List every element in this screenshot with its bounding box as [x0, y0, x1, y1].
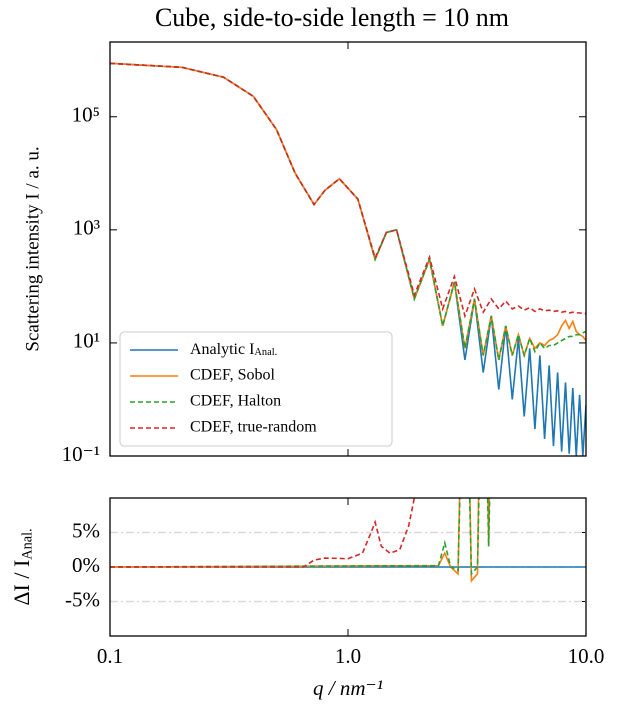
y-tick-label: 0%: [72, 553, 100, 577]
y-axis-label: ΔI / IAnal.: [9, 528, 36, 605]
legend: Analytic IAnal. CDEF, Sobol CDEF, Halton CD…: [119, 331, 393, 447]
legend-label: CDEF, Halton: [190, 393, 281, 410]
y-tick-label: 5%: [72, 518, 100, 542]
x-tick-label: 10.0: [568, 644, 605, 668]
y-tick-label: 10⁻¹: [62, 442, 100, 466]
legend-label: CDEF, Sobol: [190, 367, 276, 384]
y-tick-label: 10⁵: [72, 103, 100, 127]
series-line: [110, 62, 586, 319]
y-tick-label: 10³: [73, 216, 100, 240]
legend-box: [119, 331, 393, 447]
plot-area: [110, 62, 586, 456]
chart-title: Cube, side-to-side length = 10 nm: [155, 3, 509, 32]
series-line: [110, 498, 416, 568]
x-tick-label: 0.1: [97, 644, 123, 668]
series-line: [110, 498, 491, 576]
plot-frame: [109, 497, 587, 637]
legend-label: Analytic IAnal.: [190, 341, 277, 359]
series-line: [110, 62, 586, 361]
y-axis-label: Scattering intensity I / a. u.: [22, 146, 43, 351]
y-tick-label: 10¹: [73, 329, 100, 353]
series-line: [110, 498, 491, 583]
x-tick-label: 1.0: [335, 644, 361, 668]
y-tick-label: -5%: [65, 587, 100, 611]
legend-label: CDEF, true-random: [190, 419, 317, 436]
series-line: [110, 62, 586, 361]
plot-area: [110, 498, 586, 583]
x-axis-label: q / nm⁻¹: [313, 676, 383, 700]
